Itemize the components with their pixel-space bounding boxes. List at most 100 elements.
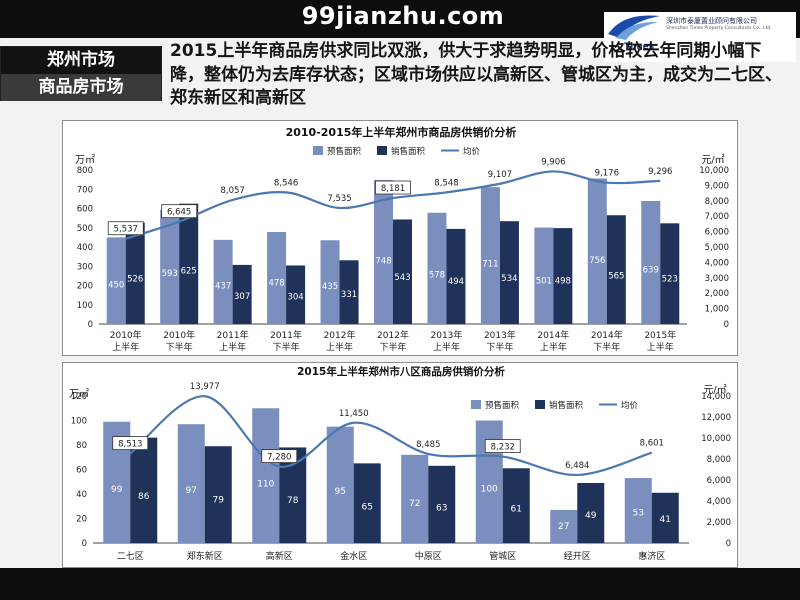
supply-bar bbox=[534, 227, 554, 324]
sales-value-label: 526 bbox=[127, 274, 143, 284]
sales-value-label: 625 bbox=[181, 266, 197, 276]
y-left-tick-label: 80 bbox=[76, 441, 87, 451]
legend-swatch-sales bbox=[535, 400, 545, 409]
y-right-tick-label: 9,000 bbox=[705, 181, 729, 191]
supply-value-label: 99 bbox=[111, 485, 123, 495]
sales-bar bbox=[179, 203, 199, 324]
sales-bar bbox=[606, 215, 626, 324]
y-left-tick-label: 120 bbox=[71, 392, 87, 402]
sales-bar bbox=[130, 437, 158, 543]
y-left-tick-label: 400 bbox=[77, 243, 93, 253]
sales-value-label: 534 bbox=[501, 274, 517, 284]
y-right-tick-label: 1,000 bbox=[705, 305, 729, 315]
price-value-label: 11,450 bbox=[339, 409, 369, 419]
price-value-label: 9,176 bbox=[595, 169, 619, 179]
sales-value-label: 49 bbox=[585, 511, 597, 521]
y-right-tick-label: 8,000 bbox=[707, 455, 731, 465]
y-right-tick-label: 8,000 bbox=[705, 197, 729, 207]
y-left-unit-label: 万㎡ bbox=[75, 154, 95, 166]
supply-value-label: 53 bbox=[633, 509, 644, 519]
y-right-tick-label: 12,000 bbox=[701, 413, 731, 423]
price-value-label: 6,484 bbox=[565, 461, 589, 471]
chart-svg: 2015年上半年郑州市八区商品房供销价分析 0 20 40 60 80 100 120 0 2,0… bbox=[69, 365, 731, 562]
supply-value-label: 97 bbox=[186, 486, 197, 496]
category-label: 2010年 bbox=[163, 329, 195, 341]
category-label: 2013年 bbox=[431, 329, 463, 341]
y-left-tick-label: 600 bbox=[77, 205, 93, 215]
y-right-tick-label: 10,000 bbox=[701, 434, 731, 444]
sales-bar bbox=[393, 219, 412, 324]
y-right-tick-label: 4,000 bbox=[707, 497, 731, 507]
price-label-box bbox=[261, 449, 298, 463]
section-subtitle: 商品房市场 bbox=[1, 74, 161, 101]
sales-value-label: 523 bbox=[662, 275, 678, 285]
sales-value-label: 41 bbox=[660, 515, 671, 525]
category-label: 2011年 bbox=[217, 329, 249, 341]
legend-label: 预售面积 bbox=[485, 400, 520, 411]
price-line bbox=[129, 395, 653, 477]
section-tag: 郑州市场 商品房市场 bbox=[0, 46, 162, 101]
supply-value-label: 437 bbox=[215, 282, 231, 292]
price-line bbox=[125, 170, 661, 240]
y-right-tick-label: 10,000 bbox=[699, 166, 729, 176]
y-right-tick-label: 3,000 bbox=[705, 274, 729, 284]
supply-value-label: 478 bbox=[268, 278, 284, 288]
sales-value-label: 331 bbox=[341, 290, 357, 300]
supply-value-label: 450 bbox=[108, 281, 124, 291]
category-label: 上半年 bbox=[433, 341, 460, 353]
category-label: 下半年 bbox=[379, 341, 406, 353]
y-left-tick-label: 200 bbox=[77, 282, 93, 292]
sales-bar bbox=[502, 468, 530, 543]
supply-bar bbox=[160, 209, 180, 324]
price-value-label: 6,645 bbox=[167, 208, 191, 218]
y-left-tick-label: 700 bbox=[77, 185, 93, 195]
supply-bar bbox=[427, 212, 447, 324]
watermark: 99jianzhu.com bbox=[301, 2, 505, 30]
y-left-tick-label: 300 bbox=[77, 262, 93, 272]
y-left-tick-label: 800 bbox=[77, 166, 93, 176]
price-value-label: 8,181 bbox=[381, 184, 405, 194]
price-label-box bbox=[375, 180, 411, 195]
y-left-tick-label: 60 bbox=[76, 466, 87, 476]
category-label: 2014年 bbox=[537, 329, 569, 341]
supply-bar bbox=[401, 454, 429, 543]
supply-value-label: 593 bbox=[162, 269, 178, 279]
y-right-tick-label: 4,000 bbox=[705, 258, 729, 268]
supply-value-label: 435 bbox=[322, 282, 338, 292]
y-right-tick-label: 7,000 bbox=[705, 212, 729, 222]
sales-value-label: 304 bbox=[287, 292, 303, 302]
price-label-box bbox=[107, 221, 144, 236]
price-label-box bbox=[484, 439, 521, 453]
sales-value-label: 63 bbox=[436, 504, 447, 514]
sales-bar bbox=[125, 222, 145, 324]
category-label: 2015年 bbox=[644, 329, 676, 341]
supply-sales-price-chart-2010-2015: 2010-2015年上半年郑州市商品房供销价分析 0 100 200 300 400 500… bbox=[62, 120, 738, 356]
supply-bar bbox=[252, 408, 280, 543]
price-value-label: 8,601 bbox=[640, 439, 664, 449]
price-value-label: 8,485 bbox=[416, 440, 440, 450]
category-label: 2013年 bbox=[484, 329, 516, 341]
y-left-tick-label: 100 bbox=[71, 417, 87, 427]
sales-bar bbox=[428, 465, 456, 543]
times-logo-icon bbox=[608, 15, 660, 40]
legend-label: 均价 bbox=[463, 146, 481, 157]
supply-bar bbox=[374, 180, 393, 324]
price-value-label: 8,548 bbox=[434, 178, 458, 188]
section-title: 郑州市场 bbox=[1, 47, 161, 74]
y-left-tick-label: 100 bbox=[77, 301, 93, 311]
category-label: 2012年 bbox=[324, 329, 356, 341]
bottom-band bbox=[0, 568, 800, 600]
legend-swatch-sales bbox=[377, 146, 387, 155]
sales-bar bbox=[651, 492, 679, 543]
sales-bar bbox=[660, 223, 680, 324]
supply-bar bbox=[326, 426, 354, 543]
price-label-box bbox=[112, 436, 149, 451]
supply-bar bbox=[587, 178, 607, 324]
category-label: 金水区 bbox=[340, 550, 367, 562]
supply-value-label: 748 bbox=[375, 257, 391, 267]
sales-value-label: 565 bbox=[608, 271, 624, 281]
y-left-tick-label: 0 bbox=[82, 539, 87, 549]
category-label: 惠济区 bbox=[638, 550, 665, 562]
category-label: 高新区 bbox=[266, 550, 293, 562]
supply-bar bbox=[475, 420, 503, 543]
